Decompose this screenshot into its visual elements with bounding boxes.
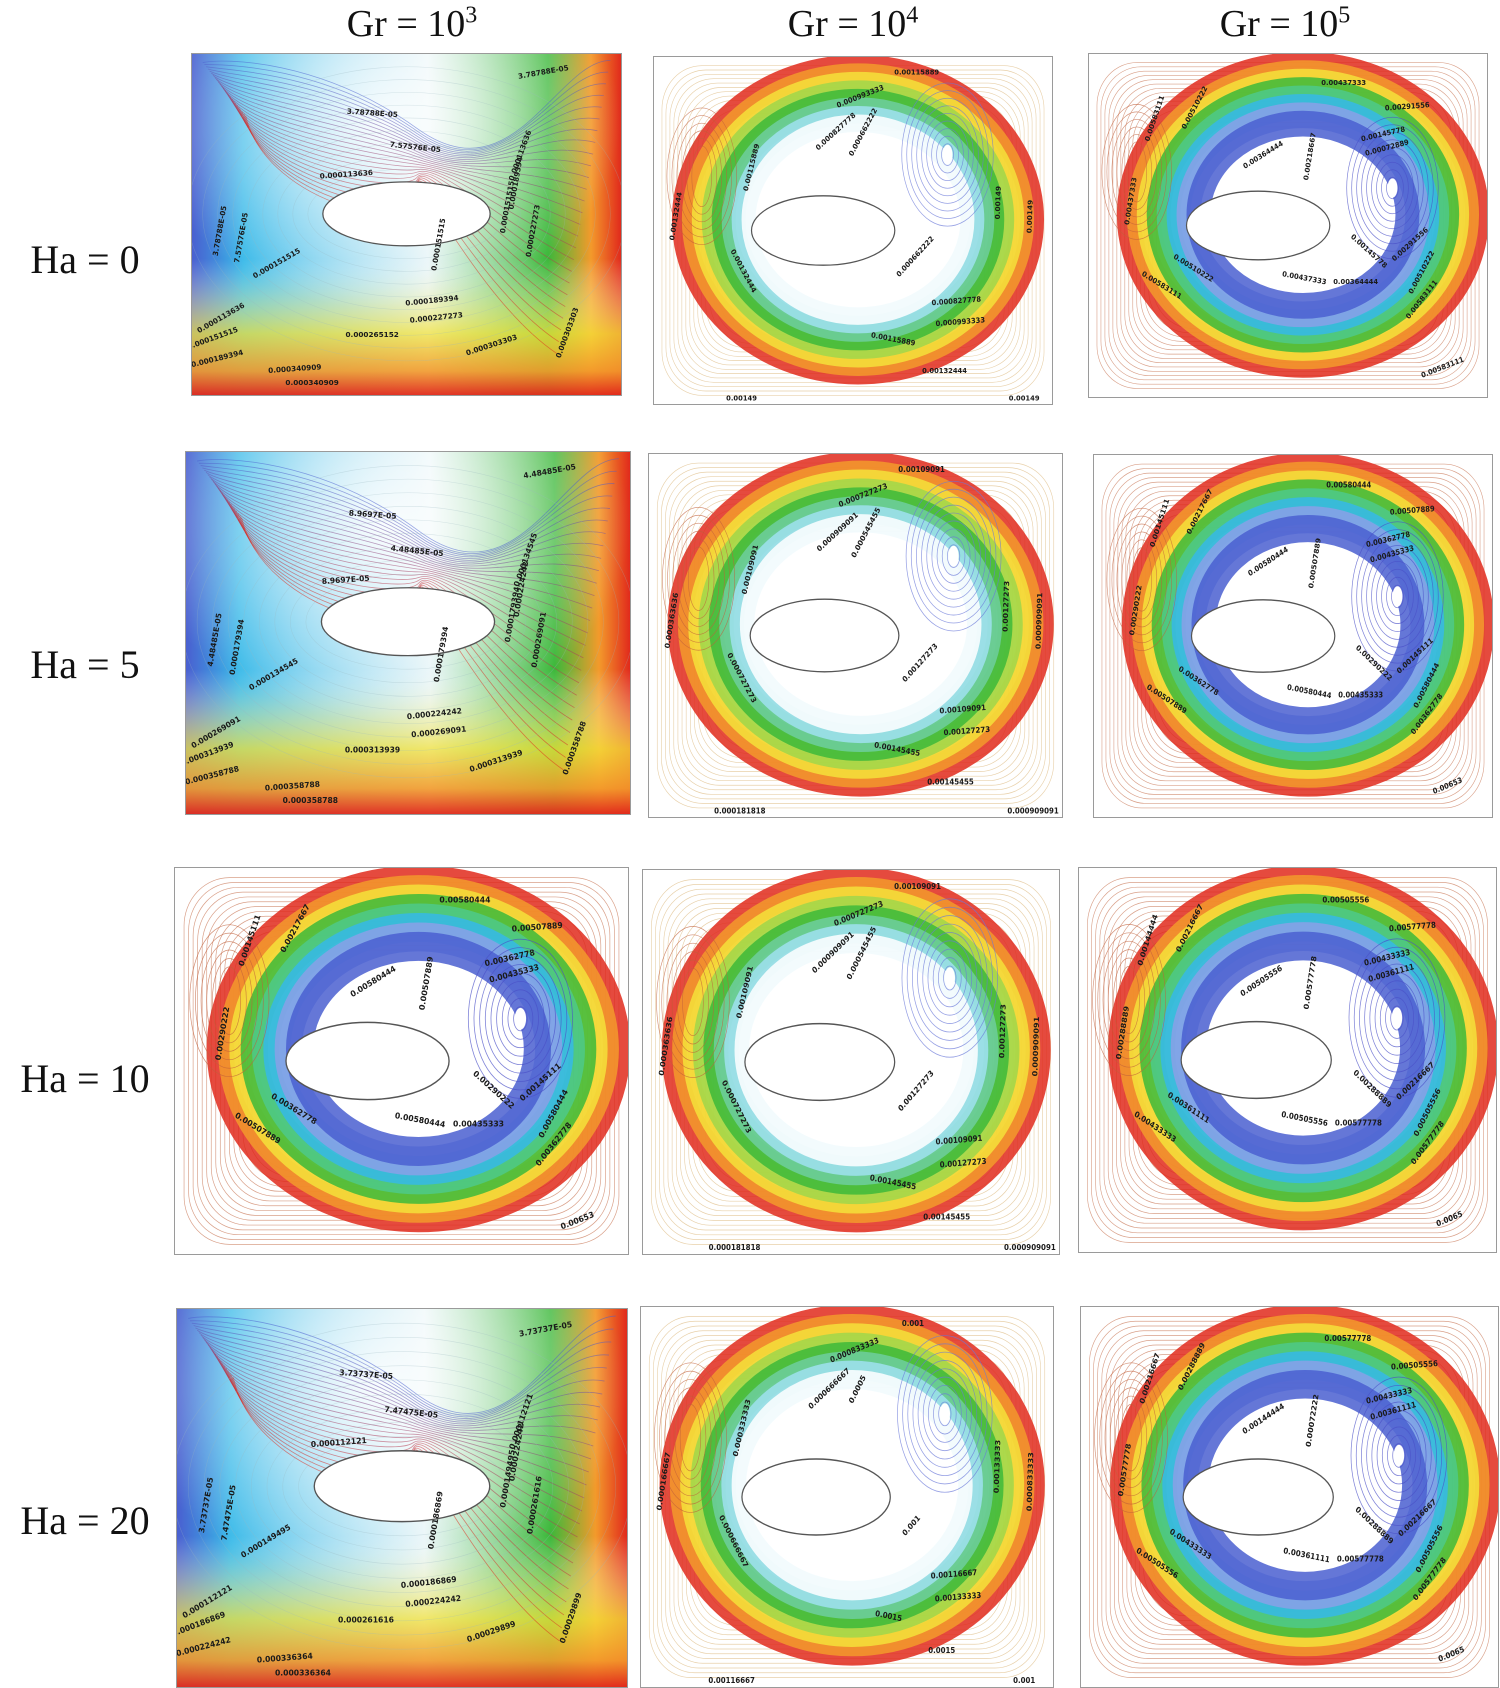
contour-plot: 0.0010.0008333330.0006666670.00050.00016… <box>641 1307 1053 1687</box>
contour-value-label: 0.00505556 <box>1391 1359 1438 1372</box>
contour-value-label: 0.000181818 <box>709 1243 761 1253</box>
contour-value-label: 0.00145455 <box>923 1212 970 1222</box>
contour-value-label: 0.001 <box>902 1319 924 1329</box>
row-header-ha-20: Ha = 20 <box>20 1498 150 1543</box>
col-header-gr-1e4: Gr = 104 <box>787 2 919 45</box>
contour-value-label: 0.00577778 <box>1324 1334 1371 1344</box>
contour-plot: 0.005055560.005777780.004333330.00361111… <box>1079 868 1496 1252</box>
contour-value-label: 0.000113636 <box>319 168 373 181</box>
contour-plot: 0.005777780.005055560.004333330.00361111… <box>1081 1307 1498 1687</box>
contour-value-label: 8.9697E-05 <box>348 508 396 520</box>
contour-value-label: 0.00133333 <box>935 1590 982 1603</box>
row-header-ha-10: Ha = 10 <box>20 1056 150 1101</box>
contour-value-label: 0.000909091 <box>1034 592 1044 649</box>
contour-panel-ha0-gr1e4: 0.00115889 0.000993333 0.000827778 0.000662… <box>653 56 1053 405</box>
contour-panel-ha20-gr1e3: 3.73737E-05 3.73737E-05 7.47475E-05 0.00011… <box>176 1308 628 1688</box>
contour-value-label: 0.000336364 <box>275 1668 332 1677</box>
contour-value-label: 0.00507889 <box>511 921 563 934</box>
row-header-ha-0: Ha = 0 <box>30 237 140 282</box>
contour-plot: 0.004373330.002915560.001457780.00072889… <box>1089 54 1487 397</box>
contour-panel-ha0-gr1e3: 3.78788E-05 3.78788E-05 7.57576E-05 0.00011… <box>191 53 622 396</box>
contour-value-label: 0.000181818 <box>714 806 765 815</box>
contour-value-label: 0.00145455 <box>927 777 974 786</box>
contour-value-label: 0.00149 <box>1009 393 1040 402</box>
contour-value-label: 0.000909091 <box>1004 1243 1056 1253</box>
contour-value-label: 0.000993333 <box>935 315 985 328</box>
contour-value-label: 0.00577778 <box>1335 1118 1382 1128</box>
contour-panel-ha20-gr1e5: 0.00577778 0.00505556 0.00433333 0.00361111… <box>1080 1306 1499 1688</box>
contour-value-label: 0.000340909 <box>285 378 338 387</box>
contour-value-label: 0.00364444 <box>1333 277 1378 286</box>
contour-value-label: 0.00580444 <box>1326 480 1371 490</box>
contour-value-label: 0.000313939 <box>345 745 400 754</box>
contour-panel-ha20-gr1e4: 0.001 0.000833333 0.000666667 0.0005 0.00016… <box>640 1306 1054 1688</box>
contour-panel-ha10-gr1e5: 0.00505556 0.00577778 0.00433333 0.00361111… <box>1078 867 1497 1253</box>
contour-value-label: 0.0015 <box>928 1645 955 1655</box>
contour-value-label: 0.00127273 <box>998 1004 1008 1058</box>
contour-value-label: 3.73737E-05 <box>339 1368 393 1381</box>
contour-plot: 3.73737E-053.73737E-057.47475E-050.00011… <box>177 1309 627 1687</box>
contour-value-label: 0.00580444 <box>439 896 490 905</box>
contour-panel-ha5-gr1e4: 0.00109091 0.000727273 0.000909091 0.000545… <box>648 453 1063 818</box>
contour-plot: 4.48485E-058.9697E-054.48485E-058.9697E-… <box>186 452 630 814</box>
contour-value-label: 0.00149 <box>1025 200 1035 234</box>
contour-panel-ha5-gr1e3: 4.48485E-05 8.9697E-05 4.48485E-05 8.9697E-… <box>185 451 631 815</box>
contour-value-label: 0.000265152 <box>345 330 398 339</box>
contour-value-label: 0.00115889 <box>894 67 939 76</box>
contour-value-label: 0.000336364 <box>257 1651 314 1664</box>
contour-value-label: 0.000261616 <box>338 1616 395 1625</box>
contour-plot: 3.78788E-053.78788E-057.57576E-050.00011… <box>192 54 621 395</box>
contour-value-label: 0.00435333 <box>1338 690 1383 700</box>
contour-plot: 0.001090910.0007272730.0009090910.000545… <box>649 454 1062 817</box>
contour-panel-ha0-gr1e5: 0.00437333 0.00291556 0.00145778 0.00072889… <box>1088 53 1488 398</box>
contour-value-label: 0.000358788 <box>283 796 338 805</box>
col-header-gr-1e3: Gr = 103 <box>346 2 478 45</box>
contour-value-label: 0.00577778 <box>1389 920 1436 933</box>
contour-plot: 0.001158890.0009933330.0008277780.000662… <box>654 57 1052 404</box>
contour-value-label: 0.00291556 <box>1385 100 1430 113</box>
contour-plot: 0.005804440.005078890.003627780.00435333… <box>1094 455 1492 817</box>
contour-value-label: 0.00127273 <box>943 724 990 737</box>
contour-value-label: 0.00437333 <box>1321 78 1366 87</box>
row-header-ha-5: Ha = 5 <box>30 642 140 687</box>
contour-value-label: 0.00109091 <box>898 465 945 474</box>
contour-value-label: 0.00109091 <box>939 703 986 716</box>
contour-value-label: 0.00133333 <box>992 1440 1002 1494</box>
contour-value-label: 0.00109091 <box>894 882 941 892</box>
contour-panel-ha5-gr1e5: 0.00580444 0.00507889 0.00362778 0.00435333… <box>1093 454 1493 818</box>
contour-value-label: 3.78788E-05 <box>346 107 398 120</box>
contour-value-label: 0.00116667 <box>708 1676 754 1686</box>
contour-value-label: 0.00149 <box>726 393 757 402</box>
contour-value-label: 0.000358788 <box>264 780 320 793</box>
contour-value-label: 0.00127273 <box>939 1156 986 1169</box>
col-header-gr-1e5: Gr = 105 <box>1219 2 1351 45</box>
contour-value-label: 0.00149 <box>993 186 1003 220</box>
contour-panel-ha10-gr1e3: 0.00580444 0.00507889 0.00362778 0.00435333… <box>174 867 629 1255</box>
contour-value-label: 0.00505556 <box>1322 895 1369 905</box>
contour-plot: 0.001090910.0007272730.0009090910.000545… <box>643 870 1059 1254</box>
contour-plot: 0.005804440.005078890.003627780.00435333… <box>175 868 628 1254</box>
contour-panel-ha10-gr1e4: 0.00109091 0.000727273 0.000909091 0.000545… <box>642 869 1060 1255</box>
contour-value-label: 0.000340909 <box>268 362 322 375</box>
contour-value-label: 0.00132444 <box>922 365 967 374</box>
contour-value-label: 0.000112121 <box>311 1436 368 1449</box>
contour-value-label: 0.00116667 <box>930 1567 977 1580</box>
contour-value-label: 0.00577778 <box>1337 1554 1384 1564</box>
contour-value-label: 0.000909091 <box>1031 1016 1041 1076</box>
contour-value-label: 8.9697E-05 <box>321 574 369 586</box>
contour-value-label: 0.00435333 <box>453 1119 504 1128</box>
contour-value-label: 0.001 <box>1013 1676 1035 1686</box>
contour-value-label: 0.000827778 <box>931 294 981 307</box>
contour-value-label: 0.000909091 <box>1007 806 1058 815</box>
contour-value-label: 0.00507889 <box>1390 504 1435 517</box>
contour-value-label: 0.000833333 <box>1025 1452 1035 1511</box>
contour-value-label: 0.00109091 <box>935 1133 982 1146</box>
contour-value-label: 0.00127273 <box>1001 581 1011 632</box>
